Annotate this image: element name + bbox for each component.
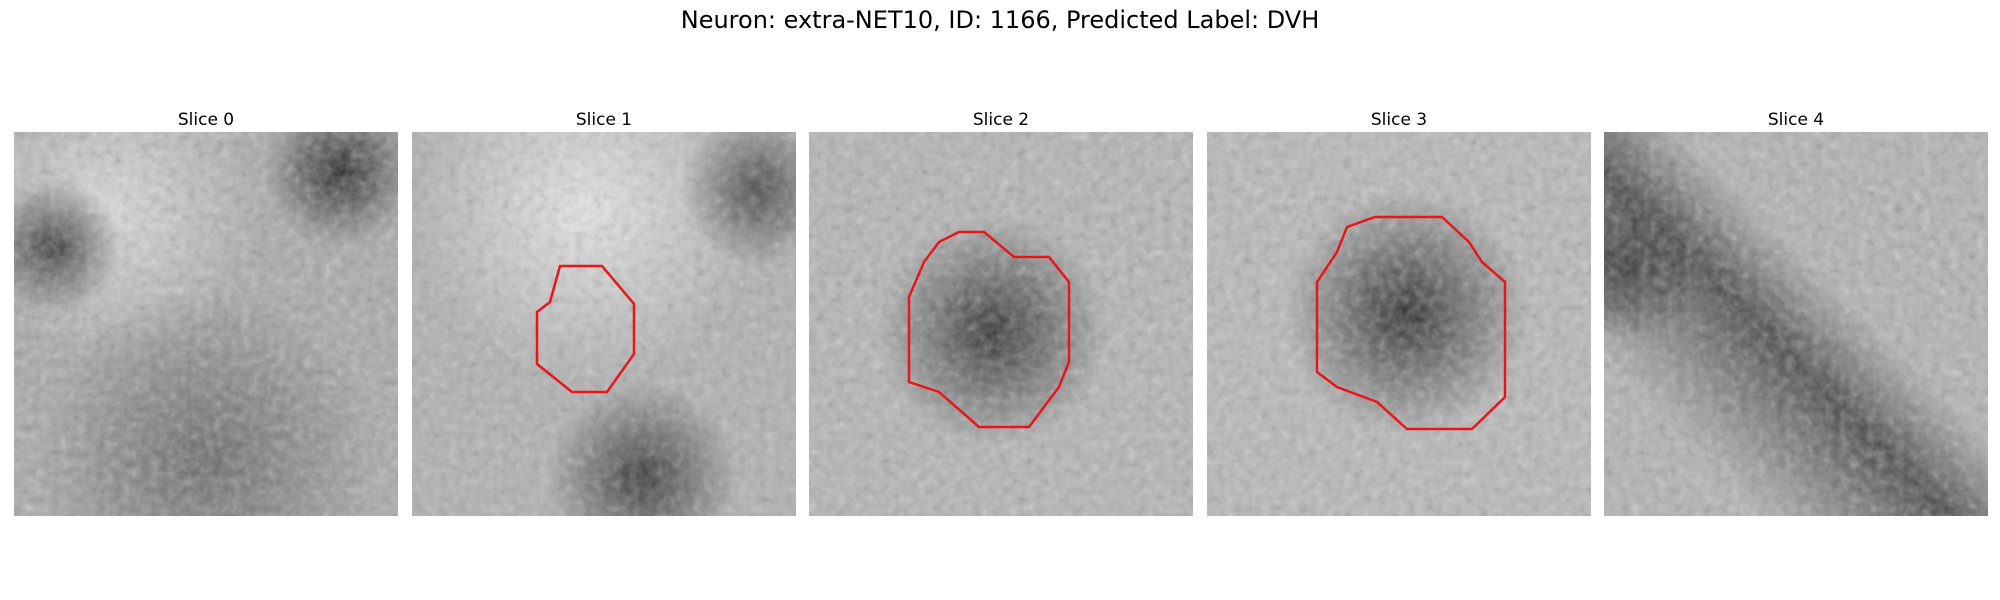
contour-outline (907, 230, 1071, 429)
slice-title: Slice 2 (972, 110, 1030, 130)
slice-image (809, 132, 1193, 516)
contour-outline (1315, 215, 1507, 431)
slice-panel-0: Slice 0 (14, 108, 398, 516)
slice-title: Slice 3 (1370, 110, 1428, 130)
slice-panel-4: Slice 4 (1604, 108, 1988, 516)
slice-panel-3: Slice 3 (1207, 108, 1591, 516)
slice-image (1207, 132, 1591, 516)
slice-image (14, 132, 398, 516)
contour-outline (535, 264, 636, 394)
slice-image (412, 132, 796, 516)
slice-title: Slice 1 (575, 110, 633, 130)
slice-image (1604, 132, 1988, 516)
slice-title: Slice 4 (1767, 110, 1825, 130)
slice-panel-2: Slice 2 (809, 108, 1193, 516)
figure-title: Neuron: extra-NET10, ID: 1166, Predicted… (680, 6, 1320, 34)
slice-title: Slice 0 (177, 110, 235, 130)
slice-panel-1: Slice 1 (412, 108, 796, 516)
